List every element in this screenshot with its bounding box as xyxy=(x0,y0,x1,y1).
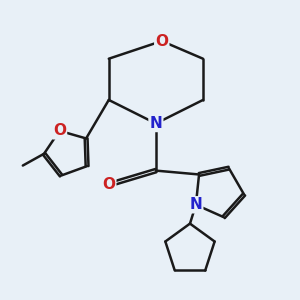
Text: O: O xyxy=(155,34,168,49)
Text: N: N xyxy=(149,116,162,131)
Text: N: N xyxy=(190,197,202,212)
Text: O: O xyxy=(102,177,115,192)
Text: O: O xyxy=(53,123,66,138)
